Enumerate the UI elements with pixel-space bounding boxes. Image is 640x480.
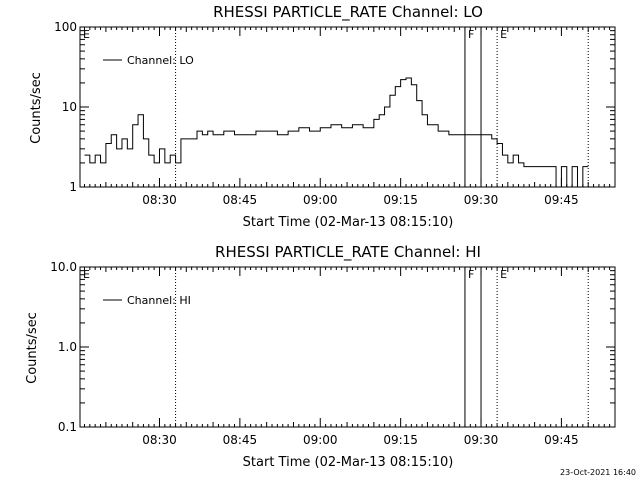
y-tick-label-lo: 1 bbox=[69, 180, 77, 194]
marker-label-lo: F bbox=[468, 28, 474, 41]
legend-label-lo: Channel: LO bbox=[127, 54, 194, 67]
series-line-lo bbox=[84, 77, 589, 188]
x-tick-label-lo: 09:45 bbox=[544, 193, 579, 207]
x-tick-label-hi: 08:30 bbox=[142, 433, 177, 447]
y-tick-label-hi: 10.0 bbox=[50, 260, 77, 274]
marker-label-hi: E bbox=[500, 268, 507, 281]
y-tick-label-hi: 0.1 bbox=[58, 420, 77, 434]
chart-title-lo: RHESSI PARTICLE_RATE Channel: LO bbox=[213, 3, 483, 22]
x-axis-label-lo: Start Time (02-Mar-13 08:15:10) bbox=[243, 215, 454, 230]
y-axis-label-hi: Counts/sec bbox=[25, 312, 40, 384]
marker-label-lo: E bbox=[83, 28, 90, 41]
x-tick-label-lo: 09:30 bbox=[464, 193, 499, 207]
legend-label-hi: Channel: HI bbox=[127, 294, 191, 307]
y-axis-label-lo: Counts/sec bbox=[29, 72, 44, 144]
x-tick-label-lo: 09:15 bbox=[383, 193, 418, 207]
x-tick-label-hi: 09:15 bbox=[383, 433, 418, 447]
x-tick-label-hi: 08:45 bbox=[223, 433, 258, 447]
x-tick-label-hi: 09:45 bbox=[544, 433, 579, 447]
y-tick-label-lo: 100 bbox=[54, 20, 77, 34]
marker-label-hi: F bbox=[468, 268, 474, 281]
x-tick-label-lo: 08:45 bbox=[223, 193, 258, 207]
marker-label-hi: E bbox=[83, 268, 90, 281]
x-tick-label-hi: 09:30 bbox=[464, 433, 499, 447]
plot-frame-hi bbox=[79, 266, 616, 428]
y-tick-label-lo: 10 bbox=[62, 100, 77, 114]
x-axis-label-hi: Start Time (02-Mar-13 08:15:10) bbox=[243, 455, 454, 470]
x-tick-label-lo: 08:30 bbox=[142, 193, 177, 207]
y-tick-label-hi: 1.0 bbox=[58, 340, 77, 354]
footer-timestamp: 23-Oct-2021 16:40 bbox=[560, 468, 636, 477]
x-tick-label-hi: 09:00 bbox=[303, 433, 338, 447]
chart-title-hi: RHESSI PARTICLE_RATE Channel: HI bbox=[215, 243, 481, 262]
x-tick-label-lo: 09:00 bbox=[303, 193, 338, 207]
plot-frame-lo bbox=[79, 26, 616, 188]
marker-label-lo: E bbox=[500, 28, 507, 41]
